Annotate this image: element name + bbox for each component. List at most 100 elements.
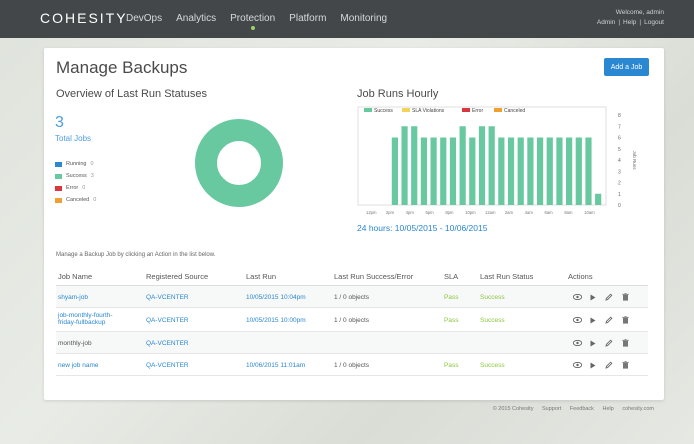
chart-legend-swatch (462, 108, 470, 112)
y-tick-label: 4 (618, 158, 621, 164)
x-tick-label: 6am (545, 210, 554, 215)
chart-legend-label: Canceled (504, 108, 525, 114)
source-cell[interactable]: QA-VCENTER (146, 293, 189, 301)
objects-cell: 1 / 0 objects (334, 293, 370, 301)
last-run-cell[interactable]: 10/05/2015 10:00pm (246, 316, 306, 324)
nav-analytics[interactable]: Analytics (176, 13, 217, 24)
chart-legend-label: Error (472, 108, 483, 114)
success-swatch (55, 173, 62, 179)
pencil-icon[interactable] (602, 359, 616, 371)
job-name-cell[interactable]: shyam-job (58, 293, 88, 301)
chart-title: Job Runs Hourly (357, 88, 439, 100)
x-tick-label: 2am (505, 210, 514, 215)
last-run-cell[interactable]: 10/06/2015 11:01am (246, 361, 306, 369)
backup-jobs-table: Job Name Registered Source Last Run Last… (56, 266, 648, 376)
trash-icon[interactable] (618, 291, 632, 303)
pencil-icon[interactable] (602, 291, 616, 303)
row-actions (570, 286, 634, 308)
running-swatch (55, 161, 62, 167)
trash-icon[interactable] (618, 337, 632, 349)
eye-icon[interactable] (570, 314, 584, 326)
footer-feedback-link[interactable]: Feedback (569, 406, 594, 412)
nav-devops[interactable]: DevOps (126, 13, 163, 24)
logout-link[interactable]: Logout (644, 19, 664, 26)
play-icon[interactable] (586, 337, 600, 349)
chart-bar (585, 137, 592, 205)
eye-icon[interactable] (570, 337, 584, 349)
chart-bar (575, 137, 582, 205)
help-link[interactable]: Help (623, 19, 637, 26)
chart-legend-label: SLA Violations (412, 108, 445, 114)
row-actions (570, 308, 634, 332)
trash-icon[interactable] (618, 359, 632, 371)
legend-running: Running 0 (55, 158, 96, 170)
pencil-icon[interactable] (602, 337, 616, 349)
chart-bar (430, 137, 437, 205)
legend-count: 3 (90, 173, 94, 179)
footer-help-link[interactable]: Help (602, 406, 614, 412)
col-job-name[interactable]: Job Name (58, 272, 93, 281)
chart-legend-swatch (494, 108, 502, 112)
eye-icon[interactable] (570, 291, 584, 303)
x-tick-label: 12am (485, 210, 496, 215)
table-row: shyam-job QA-VCENTER 10/05/2015 10:04pm 1 /… (56, 286, 648, 308)
chart-bar (498, 137, 505, 205)
y-axis-label: Job Runs (632, 150, 637, 170)
chart-bar (478, 126, 486, 205)
job-name-cell[interactable]: job-monthly-fourth-friday-fullbackup (58, 312, 113, 326)
legend-count: 0 (93, 197, 97, 203)
x-tick-label: 6pm (426, 210, 435, 215)
play-icon[interactable] (586, 291, 600, 303)
top-navigation-bar: COHESITY DevOps Analytics Protection Pla… (0, 0, 694, 38)
y-tick-label: 0 (618, 203, 621, 209)
cohesity-logo[interactable]: COHESITY (40, 10, 128, 26)
sla-cell: Pass (444, 293, 459, 301)
play-icon[interactable] (586, 314, 600, 326)
nav-monitoring[interactable]: Monitoring (340, 13, 388, 24)
col-last-run[interactable]: Last Run (246, 272, 277, 281)
source-cell[interactable]: QA-VCENTER (146, 361, 189, 369)
job-name-cell[interactable]: new job name (58, 361, 99, 369)
row-actions (570, 332, 634, 354)
footer-site-link[interactable]: cohesity.com (622, 406, 654, 412)
legend-label: Canceled (66, 197, 90, 203)
chart-bar (401, 126, 408, 205)
job-name-cell[interactable]: monthly-job (58, 339, 92, 347)
nav-platform[interactable]: Platform (289, 13, 327, 24)
legend-success: Success 3 (55, 170, 96, 182)
source-cell[interactable]: QA-VCENTER (146, 339, 189, 347)
status-cell: Success (480, 293, 505, 301)
chart-bar (391, 137, 398, 205)
chart-bar (449, 137, 457, 205)
trash-icon[interactable] (618, 314, 632, 326)
play-icon[interactable] (586, 359, 600, 371)
footer-support-link[interactable]: Support (541, 406, 562, 412)
eye-icon[interactable] (570, 359, 584, 371)
chart-bar (595, 193, 602, 205)
col-registered-source[interactable]: Registered Source (146, 272, 209, 281)
status-donut-chart (195, 119, 283, 207)
chart-bar (469, 137, 476, 205)
col-success-error[interactable]: Last Run Success/Error (334, 272, 414, 281)
nav-protection[interactable]: Protection (230, 0, 275, 38)
sla-cell: Pass (444, 361, 459, 369)
x-tick-label: 8pm (445, 210, 454, 215)
y-tick-label: 1 (618, 192, 621, 198)
last-run-cell[interactable]: 10/05/2015 10:04pm (246, 293, 306, 301)
x-tick-label: 8am (564, 210, 573, 215)
table-row: monthly-job QA-VCENTER (56, 332, 648, 354)
objects-cell: 1 / 0 objects (334, 361, 370, 369)
col-sla[interactable]: SLA (444, 272, 459, 281)
admin-link[interactable]: Admin (596, 19, 616, 26)
x-tick-label: 10am (584, 210, 595, 215)
chart-bar (411, 126, 418, 205)
col-last-run-status[interactable]: Last Run Status (480, 272, 534, 281)
add-job-button[interactable]: Add a Job (604, 58, 649, 76)
source-cell[interactable]: QA-VCENTER (146, 316, 189, 324)
x-tick-label: 12pm (366, 210, 377, 215)
chart-legend-swatch (402, 108, 410, 112)
chart-bar (420, 137, 428, 205)
chart-bar (517, 137, 524, 205)
pencil-icon[interactable] (602, 314, 616, 326)
y-tick-label: 5 (618, 147, 621, 153)
